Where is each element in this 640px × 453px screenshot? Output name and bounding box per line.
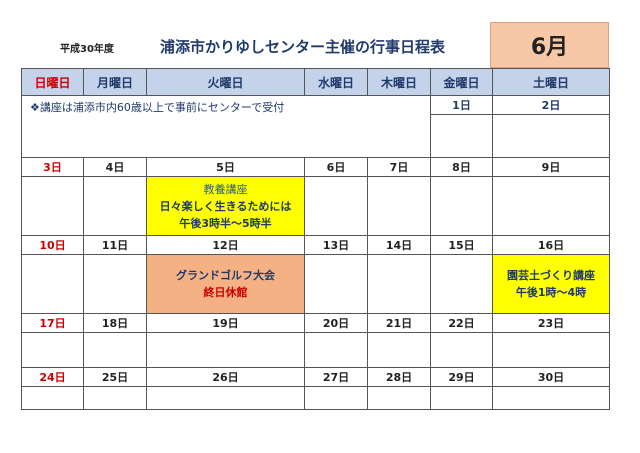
day-cell — [492, 332, 610, 368]
day-cell — [83, 176, 147, 236]
date-cell: 8日 — [430, 157, 493, 177]
day-cell — [83, 332, 147, 368]
weekday-header-row: 日曜日 月曜日 火曜日 水曜日 木曜日 金曜日 土曜日 — [21, 68, 610, 96]
day-cell — [21, 332, 84, 368]
date-cell: 15日 — [430, 235, 493, 255]
day-cell — [492, 386, 610, 410]
event-gardening-lecture: 園芸土づくり講座 午後1時～4時 — [492, 254, 610, 314]
date-cell: 14日 — [367, 235, 431, 255]
day-cell — [367, 176, 431, 236]
date-cell: 16日 — [492, 235, 610, 255]
week-1-date-row: ❖講座は浦添市内60歳以上で事前にセンターで受付 1日 2日 — [21, 95, 610, 158]
day-cell — [21, 386, 84, 410]
date-cell: 29日 — [430, 367, 493, 387]
day-cell — [21, 176, 84, 236]
date-cell: 2日 — [492, 95, 610, 115]
weekday-thursday: 木曜日 — [367, 68, 431, 96]
day-cell — [430, 114, 493, 158]
date-cell: 13日 — [304, 235, 368, 255]
event-calendar: 日曜日 月曜日 火曜日 水曜日 木曜日 金曜日 土曜日 ❖講座は浦添市内60歳以… — [21, 68, 610, 410]
day-cell — [146, 332, 305, 368]
weekday-saturday: 土曜日 — [492, 68, 610, 96]
week-4-date-row: 17日 18日 19日 20日 21日 22日 23日 — [21, 313, 610, 333]
day-cell — [492, 176, 610, 236]
date-cell: 10日 — [21, 235, 84, 255]
date-cell: 26日 — [146, 367, 305, 387]
date-cell: 28日 — [367, 367, 431, 387]
month-badge: 6月 — [490, 22, 609, 68]
weekday-friday: 金曜日 — [430, 68, 493, 96]
date-cell: 22日 — [430, 313, 493, 333]
date-cell: 23日 — [492, 313, 610, 333]
day-cell — [367, 332, 431, 368]
week-3-body-row: グランドゴルフ大会 終日休館 園芸土づくり講座 午後1時～4時 — [21, 254, 610, 314]
date-cell: 27日 — [304, 367, 368, 387]
week-2-date-row: 3日 4日 5日 6日 7日 8日 9日 — [21, 157, 610, 177]
day-cell — [83, 254, 147, 314]
day-cell — [146, 386, 305, 410]
fiscal-year-label: 平成30年度 — [60, 44, 114, 55]
date-cell: 24日 — [21, 367, 84, 387]
registration-notice: ❖講座は浦添市内60歳以上で事前にセンターで受付 — [21, 95, 431, 158]
day-cell — [430, 176, 493, 236]
date-cell: 1日 — [430, 95, 493, 115]
weekday-tuesday: 火曜日 — [146, 68, 305, 96]
event-ground-golf: グランドゴルフ大会 終日休館 — [146, 254, 305, 314]
date-cell: 6日 — [304, 157, 368, 177]
weekday-monday: 月曜日 — [83, 68, 147, 96]
event-culture-lecture: 教養講座 日々楽しく生きるためには 午後3時半～5時半 — [146, 176, 305, 236]
date-cell: 18日 — [83, 313, 147, 333]
event-title: 日々楽しく生きるためには — [159, 199, 292, 213]
page-title: 浦添市かりゆしセンター主催の行事日程表 — [160, 38, 446, 56]
weekday-sunday: 日曜日 — [21, 68, 84, 96]
date-cell: 5日 — [146, 157, 305, 177]
day-cell — [304, 254, 368, 314]
day-cell — [430, 254, 493, 314]
day-cell — [430, 332, 493, 368]
day-cell — [492, 114, 610, 158]
date-cell: 12日 — [146, 235, 305, 255]
day-cell — [304, 176, 368, 236]
date-cell: 17日 — [21, 313, 84, 333]
date-cell: 7日 — [367, 157, 431, 177]
date-cell: 30日 — [492, 367, 610, 387]
closure-notice: 終日休館 — [203, 286, 248, 299]
date-cell: 9日 — [492, 157, 610, 177]
date-cell: 25日 — [83, 367, 147, 387]
week-4-body-row — [21, 332, 610, 368]
day-cell — [430, 386, 493, 410]
day-cell — [304, 386, 368, 410]
week-5-date-row: 24日 25日 26日 27日 28日 29日 30日 — [21, 367, 610, 387]
day-cell — [367, 386, 431, 410]
date-cell: 11日 — [83, 235, 147, 255]
event-title: 園芸土づくり講座 — [507, 269, 595, 282]
date-cell: 3日 — [21, 157, 84, 177]
week-2-body-row: 教養講座 日々楽しく生きるためには 午後3時半～5時半 — [21, 176, 610, 236]
weekday-wednesday: 水曜日 — [304, 68, 368, 96]
date-cell: 19日 — [146, 313, 305, 333]
event-category: 教養講座 — [203, 182, 248, 196]
day-cell — [367, 254, 431, 314]
event-time: 午後1時～4時 — [515, 286, 587, 299]
event-title: グランドゴルフ大会 — [176, 269, 275, 282]
date-cell: 20日 — [304, 313, 368, 333]
event-time: 午後3時半～5時半 — [179, 216, 272, 230]
week-5-body-row — [21, 386, 610, 410]
day-cell — [83, 386, 147, 410]
day-cell — [21, 254, 84, 314]
day-cell — [304, 332, 368, 368]
date-cell: 21日 — [367, 313, 431, 333]
date-cell: 4日 — [83, 157, 147, 177]
week-3-date-row: 10日 11日 12日 13日 14日 15日 16日 — [21, 235, 610, 255]
